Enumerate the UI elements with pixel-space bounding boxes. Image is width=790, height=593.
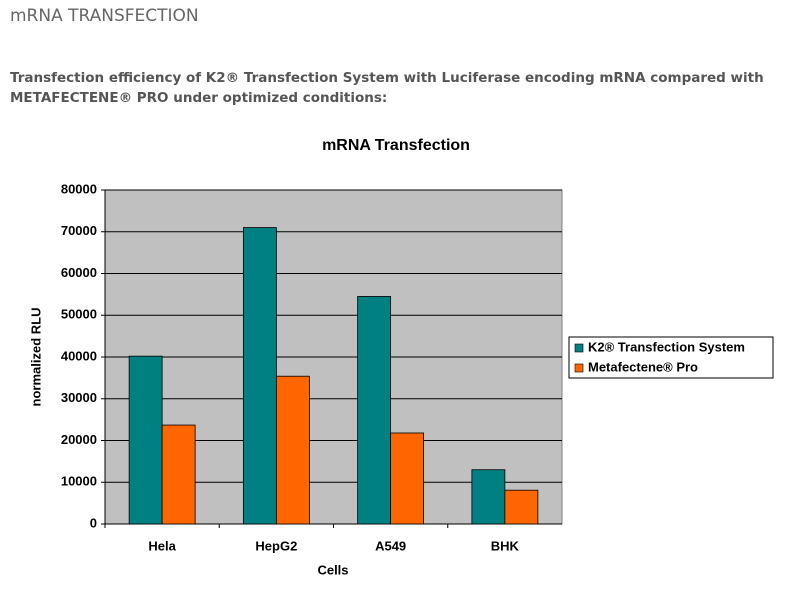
y-tick-label: 10000 bbox=[61, 474, 97, 489]
page-title: mRNA TRANSFECTION bbox=[10, 6, 199, 26]
chart-title: mRNA Transfection bbox=[322, 137, 470, 154]
bar bbox=[357, 296, 392, 525]
y-tick-label: 50000 bbox=[61, 307, 97, 322]
y-tick-label: 0 bbox=[90, 515, 97, 530]
y-axis-label: normalized RLU bbox=[28, 308, 43, 407]
bar bbox=[504, 489, 539, 525]
y-tick-label: 40000 bbox=[61, 348, 97, 363]
y-tick-label: 70000 bbox=[61, 223, 97, 238]
bar bbox=[242, 227, 277, 525]
x-tick-label: BHK bbox=[491, 538, 520, 553]
y-tick-label: 20000 bbox=[61, 432, 97, 447]
x-tick-label: HepG2 bbox=[255, 538, 297, 553]
bar bbox=[390, 432, 425, 525]
bar bbox=[275, 375, 310, 525]
x-tick-label: Hela bbox=[148, 538, 176, 553]
legend-label: K2® Transfection System bbox=[588, 339, 745, 354]
legend-swatch bbox=[574, 363, 584, 373]
description: Transfection efficiency of K2® Transfect… bbox=[10, 70, 764, 106]
legend-label: Metafectene® Pro bbox=[588, 359, 698, 374]
bar bbox=[128, 355, 163, 525]
y-tick-label: 80000 bbox=[61, 181, 97, 196]
bar bbox=[471, 469, 506, 525]
legend-box bbox=[568, 336, 774, 379]
y-tick-label: 60000 bbox=[61, 265, 97, 280]
legend-swatch bbox=[574, 343, 584, 353]
x-tick-label: A549 bbox=[375, 538, 406, 553]
x-axis-label: Cells bbox=[317, 562, 348, 577]
y-tick-label: 30000 bbox=[61, 390, 97, 405]
bar bbox=[161, 424, 196, 525]
